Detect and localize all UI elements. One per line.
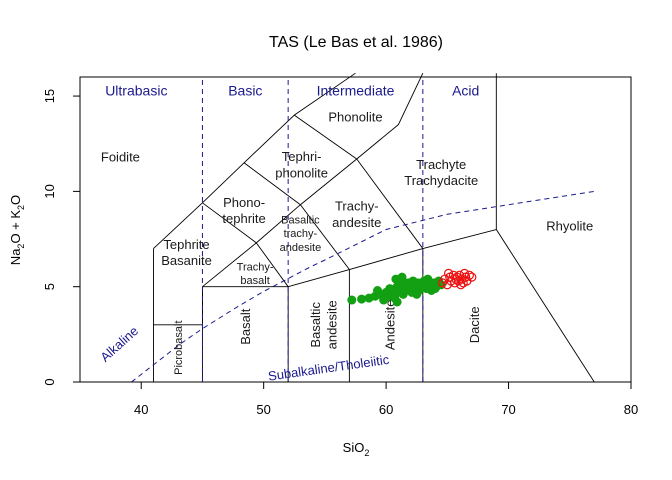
point-s1-17 <box>451 274 461 284</box>
field-label-12: Basaltic trachy-andesite <box>280 214 322 254</box>
field-boundary-5 <box>202 202 257 244</box>
y-tick-label-1: 5 <box>42 283 57 290</box>
point-s0-42 <box>412 289 422 299</box>
x-tick-label-4: 80 <box>624 402 638 417</box>
field-boundary-15 <box>356 158 424 249</box>
field-boundaries <box>131 72 595 383</box>
y-tick-label-0: 0 <box>42 378 57 385</box>
field-label-2: Basalticandesite <box>308 300 339 349</box>
field-label-7: Tephrite Basanite <box>161 237 212 268</box>
point-s1-16 <box>443 268 454 278</box>
field-label-14: Trachyte Trachydacite <box>404 157 478 188</box>
field-boundary-13 <box>255 242 289 287</box>
field-label-6: Foidite <box>101 150 140 165</box>
x-axis: 40 50 60 70 80 <box>134 381 638 417</box>
field-boundary-7 <box>294 114 357 160</box>
point-s1-18 <box>456 280 466 290</box>
field-label-1: Basalt <box>238 308 253 345</box>
field-labels: Picrobasalt Basalt Basalticandesite Andesit… <box>97 82 593 383</box>
field-label-11: Trachy-basalt <box>237 261 274 287</box>
group-label-3: Acid <box>452 82 479 98</box>
x-tick-label-1: 50 <box>256 402 270 417</box>
y-axis: 0 5 10 15 <box>42 89 81 386</box>
group-label-1: Basic <box>228 82 262 98</box>
point-s0-40 <box>373 286 383 295</box>
field-boundary-11 <box>202 73 497 288</box>
point-s0-38 <box>408 276 418 286</box>
point-s0-43 <box>423 274 433 284</box>
y-tick-label-2: 10 <box>42 184 57 198</box>
field-label-8: Phono-tephrite <box>222 195 265 226</box>
point-s0-44 <box>430 284 440 294</box>
group-label-0: Ultrabasic <box>105 82 167 98</box>
x-tick-label-0: 40 <box>134 402 148 417</box>
x-tick-label-3: 70 <box>501 402 515 417</box>
field-boundary-12 <box>495 229 595 383</box>
alkaline-divider <box>131 190 595 383</box>
field-label-10: Phonolite <box>328 110 382 125</box>
field-label-4: Dacite <box>467 306 482 343</box>
x-axis-title: SiO2 <box>343 440 370 458</box>
point-s0-37 <box>397 272 407 282</box>
point-s0-41 <box>392 297 402 307</box>
field-label-9: Tephri-phonolite <box>275 149 328 180</box>
x-tick-label-2: 60 <box>379 402 393 417</box>
y-axis-title: Na2O + K2O <box>8 195 26 265</box>
field-boundary-14 <box>300 204 350 270</box>
chart-title: TAS (Le Bas et al. 1986) <box>269 34 443 51</box>
y-tick-label-3: 15 <box>42 89 57 103</box>
point-s1-19 <box>459 268 470 278</box>
field-label-13: Trachy-andesite <box>332 199 381 230</box>
field-boundary-3 <box>202 72 424 288</box>
field-label-3: Andesite <box>382 300 397 351</box>
field-boundary-6 <box>243 162 301 206</box>
series-label-0: Alkaline <box>97 323 141 365</box>
point-s0-1 <box>357 294 367 304</box>
group-label-2: Intermediate <box>317 82 395 98</box>
series-label-1: Subalkaline/Tholeiitic <box>267 352 391 384</box>
point-s0-0 <box>347 295 357 305</box>
point-s1-14 <box>464 270 474 280</box>
data-points <box>347 268 477 307</box>
point-s1-15 <box>467 272 477 282</box>
field-label-5: Rhyolite <box>546 218 593 233</box>
field-label-0: Picrobasalt <box>173 320 185 374</box>
point-s0-39 <box>418 282 428 292</box>
